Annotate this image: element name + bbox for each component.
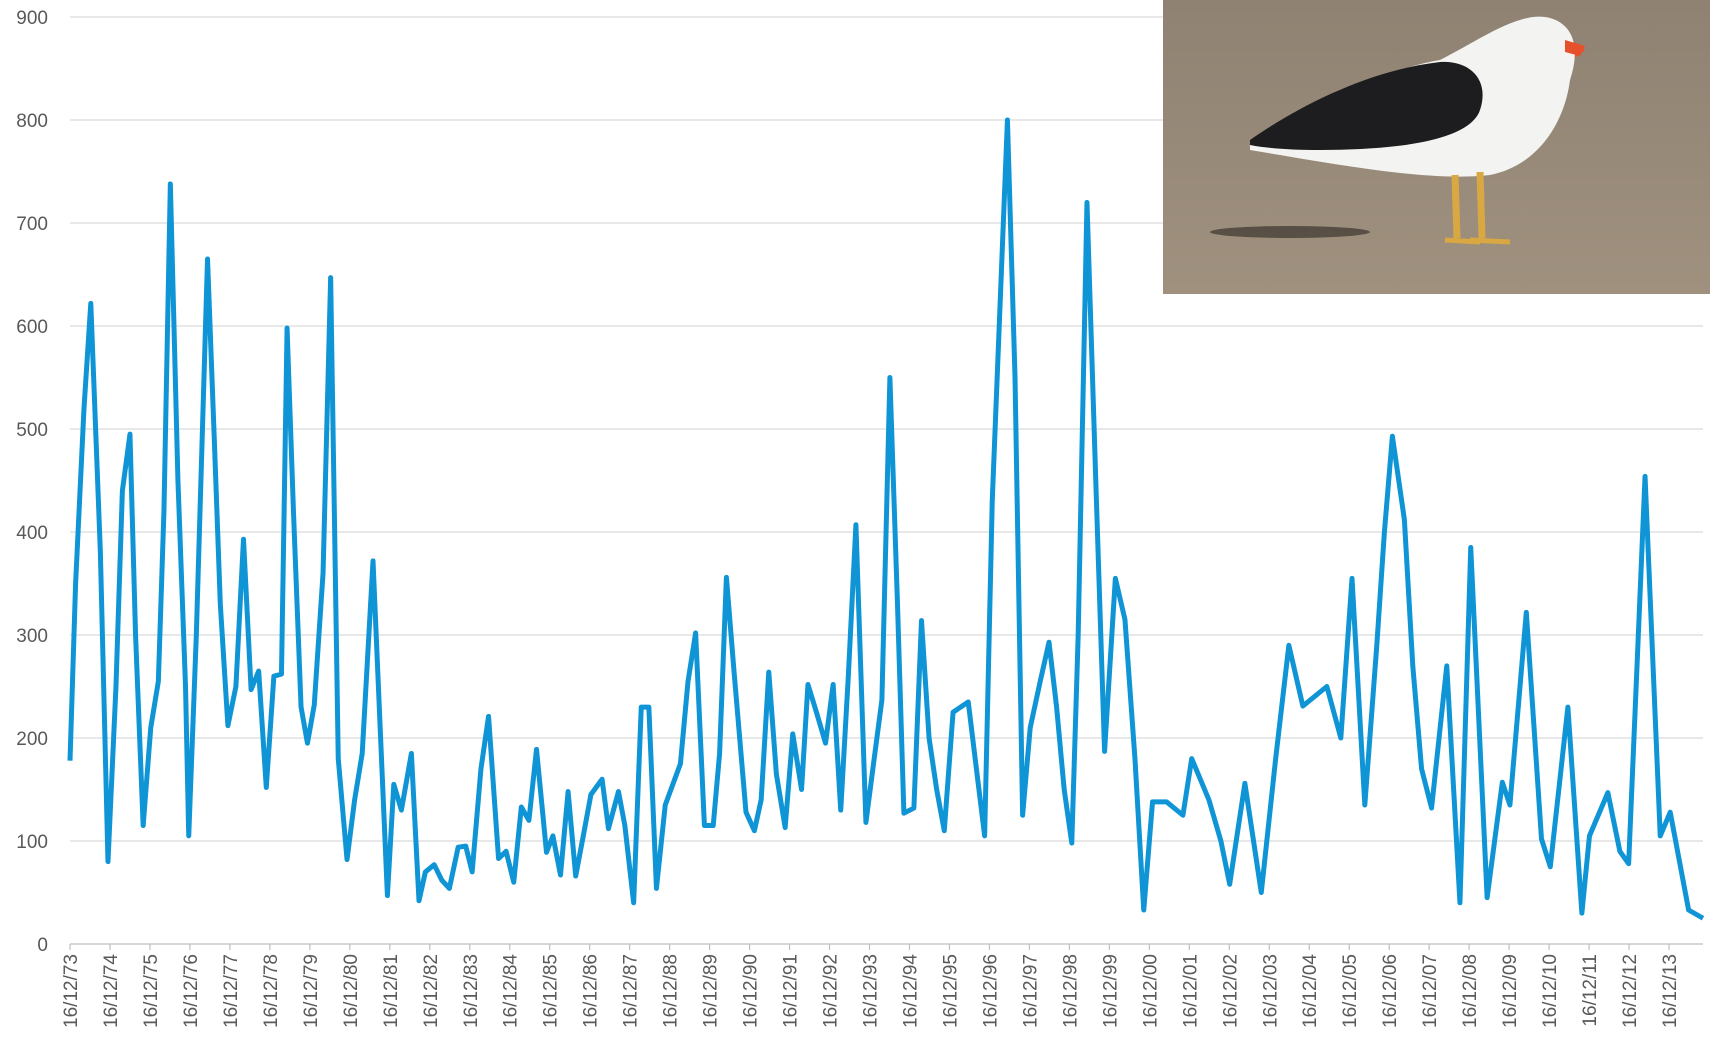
x-tick-label: 16/12/76 [181,954,202,1028]
x-tick-label: 16/12/89 [701,954,722,1028]
x-tick-label: 16/12/84 [501,954,522,1028]
y-tick-label: 900 [16,8,48,29]
x-tick-label: 16/12/10 [1540,954,1561,1028]
y-tick-label: 200 [16,729,48,750]
x-tick-label: 16/12/12 [1620,954,1641,1028]
y-tick-label: 600 [16,317,48,338]
x-tick-label: 16/12/83 [461,954,482,1028]
x-tick-label: 16/12/98 [1060,954,1081,1028]
gull-photo [1163,0,1710,294]
x-tick-label: 16/12/97 [1020,954,1041,1028]
x-tick-label: 16/12/01 [1180,954,1201,1028]
x-tick-label: 16/12/75 [141,954,162,1028]
gull-wing [1250,61,1483,150]
x-tick-label: 16/12/92 [821,954,842,1028]
data-line [67,117,1705,921]
x-tick-label: 16/12/13 [1660,954,1681,1028]
x-tick-label: 16/12/93 [861,954,882,1028]
x-tick-label: 16/12/91 [781,954,802,1028]
x-tick-label: 16/12/90 [741,954,762,1028]
x-tick-label: 16/12/95 [940,954,961,1028]
x-tick-label: 16/12/74 [101,954,122,1028]
x-tick-label: 16/12/81 [381,954,402,1028]
x-tick-label: 16/12/96 [980,954,1001,1028]
x-tick-label: 16/12/11 [1580,954,1601,1027]
x-tick-label: 16/12/09 [1500,954,1521,1028]
x-tick-label: 16/12/99 [1100,954,1121,1028]
x-tick-label: 16/12/82 [421,954,442,1028]
x-tick-label: 16/12/73 [61,954,82,1028]
gull-shadow [1210,226,1370,238]
gull-beak [1565,40,1585,58]
y-tick-label: 300 [16,626,48,647]
x-tick-label: 16/12/85 [541,954,562,1028]
y-tick-label: 700 [16,214,48,235]
x-tick-label: 16/12/04 [1300,954,1321,1028]
x-tick-label: 16/12/87 [621,954,642,1028]
gull-feet [1444,237,1511,245]
x-tick-label: 16/12/77 [221,954,242,1028]
x-tick-label: 16/12/06 [1380,954,1401,1028]
x-tick-label: 16/12/03 [1260,954,1281,1028]
y-tick-label: 400 [16,523,48,544]
x-tick-label: 16/12/00 [1140,954,1161,1028]
x-tick-label: 16/12/07 [1420,954,1441,1028]
y-tick-label: 500 [16,420,48,441]
y-tick-label: 800 [16,111,48,132]
x-tick-label: 16/12/05 [1340,954,1361,1028]
y-tick-label: 100 [16,832,48,853]
x-tick-label: 16/12/08 [1460,954,1481,1028]
x-tick-label: 16/12/02 [1220,954,1241,1028]
x-tick-label: 16/12/79 [301,954,322,1028]
plot-area: 0 100 200 300 400 500 600 700 800 900 16/12/73 16/1… [16,8,1705,1028]
x-tick-label: 16/12/94 [900,954,921,1028]
y-tick-label: 0 [37,935,48,956]
x-tick-label: 16/12/80 [341,954,362,1028]
x-tick-label: 16/12/86 [581,954,602,1028]
x-tick-label: 16/12/78 [261,954,282,1028]
gull-legs [1451,171,1486,239]
x-tick-label: 16/12/88 [661,954,682,1028]
